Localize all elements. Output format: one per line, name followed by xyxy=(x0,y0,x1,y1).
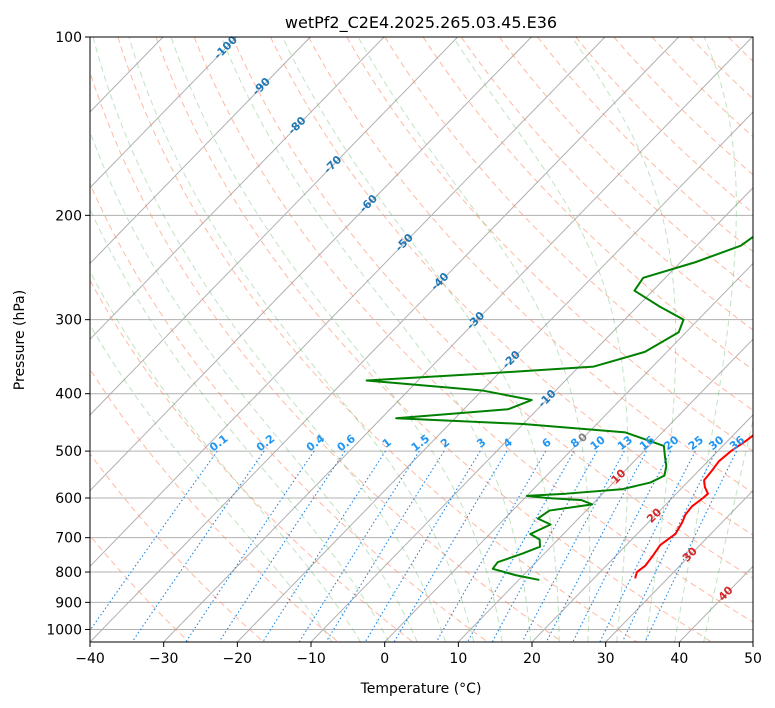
x-tick-label: 50 xyxy=(744,651,762,667)
moist-adiabat-line xyxy=(220,37,532,642)
moist-adiabat-line xyxy=(90,130,418,642)
y-tick-label: 200 xyxy=(55,208,82,224)
mixing-ratio-line xyxy=(364,450,481,642)
y-tick-label: 500 xyxy=(55,444,82,460)
y-tick-label: 1000 xyxy=(46,622,82,638)
dry-adiabat-line xyxy=(193,37,753,623)
chart-title: wetPf2_C2E4.2025.265.03.45.E36 xyxy=(285,13,557,33)
moist-adiabat-line xyxy=(282,37,560,642)
mixing-ratio-line xyxy=(621,450,717,642)
mixing-ratio-line xyxy=(298,450,420,642)
y-tick-label: 600 xyxy=(55,491,82,507)
mixing-ratio-line xyxy=(521,450,625,642)
mixing-ratio-line xyxy=(467,450,575,642)
dry-adiabat-line xyxy=(537,37,753,253)
mixing-ratio-line xyxy=(90,450,218,632)
dry-adiabat-line xyxy=(422,37,753,371)
x-tick-label: −30 xyxy=(149,651,179,667)
dry-adiabat-line xyxy=(90,452,264,642)
x-tick-label: 0 xyxy=(380,651,389,667)
y-axis-label: Pressure (hPa) xyxy=(12,290,28,390)
plot-lines xyxy=(90,37,753,642)
x-tick-label: −10 xyxy=(296,651,326,667)
isotherm-line xyxy=(605,489,753,642)
isotherm-line xyxy=(90,37,606,568)
isotherm-line xyxy=(90,37,385,340)
mixing-ratio-line xyxy=(545,450,647,642)
mixing-ratio-line xyxy=(262,450,387,642)
x-tick-label: 20 xyxy=(523,651,541,667)
x-tick-label: −40 xyxy=(75,651,105,667)
dry-adiabat-line xyxy=(155,37,712,642)
dry-adiabat-line xyxy=(231,37,753,579)
dry-adiabat-line xyxy=(499,37,753,292)
moist-adiabat-line xyxy=(571,37,677,642)
isotherm-line xyxy=(163,37,753,642)
x-tick-label: −20 xyxy=(223,651,253,667)
y-tick-label: 100 xyxy=(55,30,82,46)
dry-adiabat-line xyxy=(384,37,753,411)
moist-adiabat-line xyxy=(703,418,753,642)
mixing-ratio-line xyxy=(435,450,547,642)
x-tick-label: 40 xyxy=(670,651,688,667)
isotherm-line xyxy=(531,414,753,642)
dry-adiabat-line xyxy=(90,534,190,642)
mixing-ratio-line xyxy=(491,450,598,642)
dry-adiabat-line xyxy=(613,37,753,176)
dry-adiabat-line xyxy=(90,70,563,642)
moist-adiabat-line xyxy=(90,270,361,642)
y-tick-label: 700 xyxy=(55,531,82,547)
moist-adiabat-line xyxy=(170,37,503,642)
dry-adiabat-line xyxy=(90,279,414,642)
y-tick-label: 900 xyxy=(55,595,82,611)
y-tick-label: 800 xyxy=(55,565,82,581)
isotherm-line xyxy=(384,262,753,642)
mixing-ratio-line xyxy=(644,450,738,642)
mixing-ratio-line xyxy=(131,450,265,642)
axes: −40 −30 −20 −10 0 10 20 30 40 50 100 200 300 400 500 60… xyxy=(46,30,762,667)
dry-adiabat-line xyxy=(90,182,488,642)
isotherm-line xyxy=(90,37,680,642)
isotherm-line xyxy=(236,111,753,642)
dry-adiabat-line xyxy=(308,37,753,494)
isotherm-line xyxy=(90,37,459,416)
mixing-ratio-line xyxy=(572,450,672,642)
x-axis-label: Temperature (°C) xyxy=(360,681,482,697)
isotherm-line xyxy=(90,37,238,189)
plot-frame xyxy=(89,36,754,643)
moist-adiabat-line xyxy=(128,37,475,642)
moist-adiabat-line xyxy=(90,207,390,642)
x-tick-label: 10 xyxy=(449,651,467,667)
moist-adiabat-line xyxy=(92,37,447,642)
moist-adiabat-line xyxy=(90,323,333,642)
mixing-ratio-line xyxy=(393,450,508,642)
y-tick-label: 300 xyxy=(55,313,82,329)
dry-adiabat-line xyxy=(270,37,753,536)
moist-adiabat-line xyxy=(357,37,591,642)
isotherm-line xyxy=(310,187,753,642)
isotherm-line xyxy=(90,37,311,265)
y-tick-label: 400 xyxy=(55,387,82,403)
moist-adiabat-line xyxy=(674,37,737,642)
dewpoint-profile-line xyxy=(365,235,753,581)
isotherm-line xyxy=(90,37,532,492)
x-tick-label: 30 xyxy=(597,651,615,667)
mixing-ratio-line xyxy=(325,450,445,642)
temperature-profile-line xyxy=(634,434,753,579)
dry-adiabat-line xyxy=(346,37,753,452)
